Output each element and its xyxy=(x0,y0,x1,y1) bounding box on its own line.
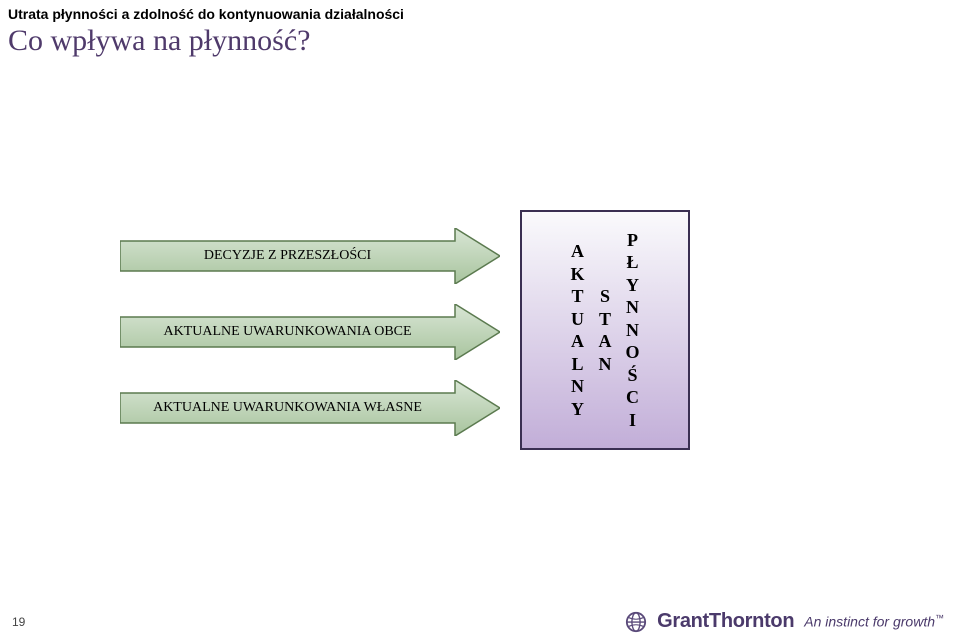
brand-globe-icon xyxy=(625,611,647,633)
outcome-col-2: PŁYNNOŚCI xyxy=(626,229,640,432)
brand-name: GrantThornton xyxy=(657,610,794,633)
outcome-letter: A xyxy=(599,330,612,353)
outcome-letter: N xyxy=(626,319,639,342)
outcome-col-0: AKTUALNY xyxy=(570,240,584,420)
outcome-letter: P xyxy=(627,229,638,252)
outcome-letter: A xyxy=(571,330,584,353)
outcome-col-1: STAN xyxy=(599,285,612,375)
outcome-letter: T xyxy=(599,308,611,331)
arrow-row-1: AKTUALNE UWARUNKOWANIA OBCE xyxy=(120,304,500,360)
outcome-letter: N xyxy=(626,296,639,319)
outcome-letter: U xyxy=(571,308,584,331)
outcome-letter: S xyxy=(600,285,610,308)
outcome-letter: Ł xyxy=(627,251,639,274)
outcome-letter: N xyxy=(571,375,584,398)
page-header-subtitle: Utrata płynności a zdolność do kontynuow… xyxy=(0,0,960,22)
outcome-letter: C xyxy=(626,386,639,409)
arrow-row-0: DECYZJE Z PRZESZŁOŚCI xyxy=(120,228,500,284)
outcome-letter: L xyxy=(571,353,583,376)
outcome-letter: O xyxy=(626,341,640,364)
outcome-letter: I xyxy=(629,409,636,432)
arrow-label-2: AKTUALNE UWARUNKOWANIA WŁASNE xyxy=(120,380,455,436)
page-number: 19 xyxy=(12,615,25,629)
arrow-label-1: AKTUALNE UWARUNKOWANIA OBCE xyxy=(120,304,455,360)
arrow-row-2: AKTUALNE UWARUNKOWANIA WŁASNE xyxy=(120,380,500,436)
brand-tagline: An instinct for growth™ xyxy=(804,613,944,630)
trademark-icon: ™ xyxy=(935,613,944,623)
outcome-letter: K xyxy=(570,263,584,286)
flow-diagram: DECYZJE Z PRZESZŁOŚCI AKTUALNE UWARUNKOW… xyxy=(120,210,840,470)
outcome-letter: A xyxy=(571,240,584,263)
page-title: Co wpływa na płynność? xyxy=(0,22,960,58)
outcome-letter: T xyxy=(571,285,583,308)
outcome-box: AKTUALNY STAN PŁYNNOŚCI xyxy=(520,210,690,450)
footer-brand: GrantThornton An instinct for growth™ xyxy=(625,610,944,633)
outcome-letter: Ś xyxy=(628,364,638,387)
outcome-letter: Y xyxy=(626,274,639,297)
outcome-letter: N xyxy=(599,353,612,376)
arrow-label-0: DECYZJE Z PRZESZŁOŚCI xyxy=(120,228,455,284)
outcome-letter: Y xyxy=(571,398,584,421)
